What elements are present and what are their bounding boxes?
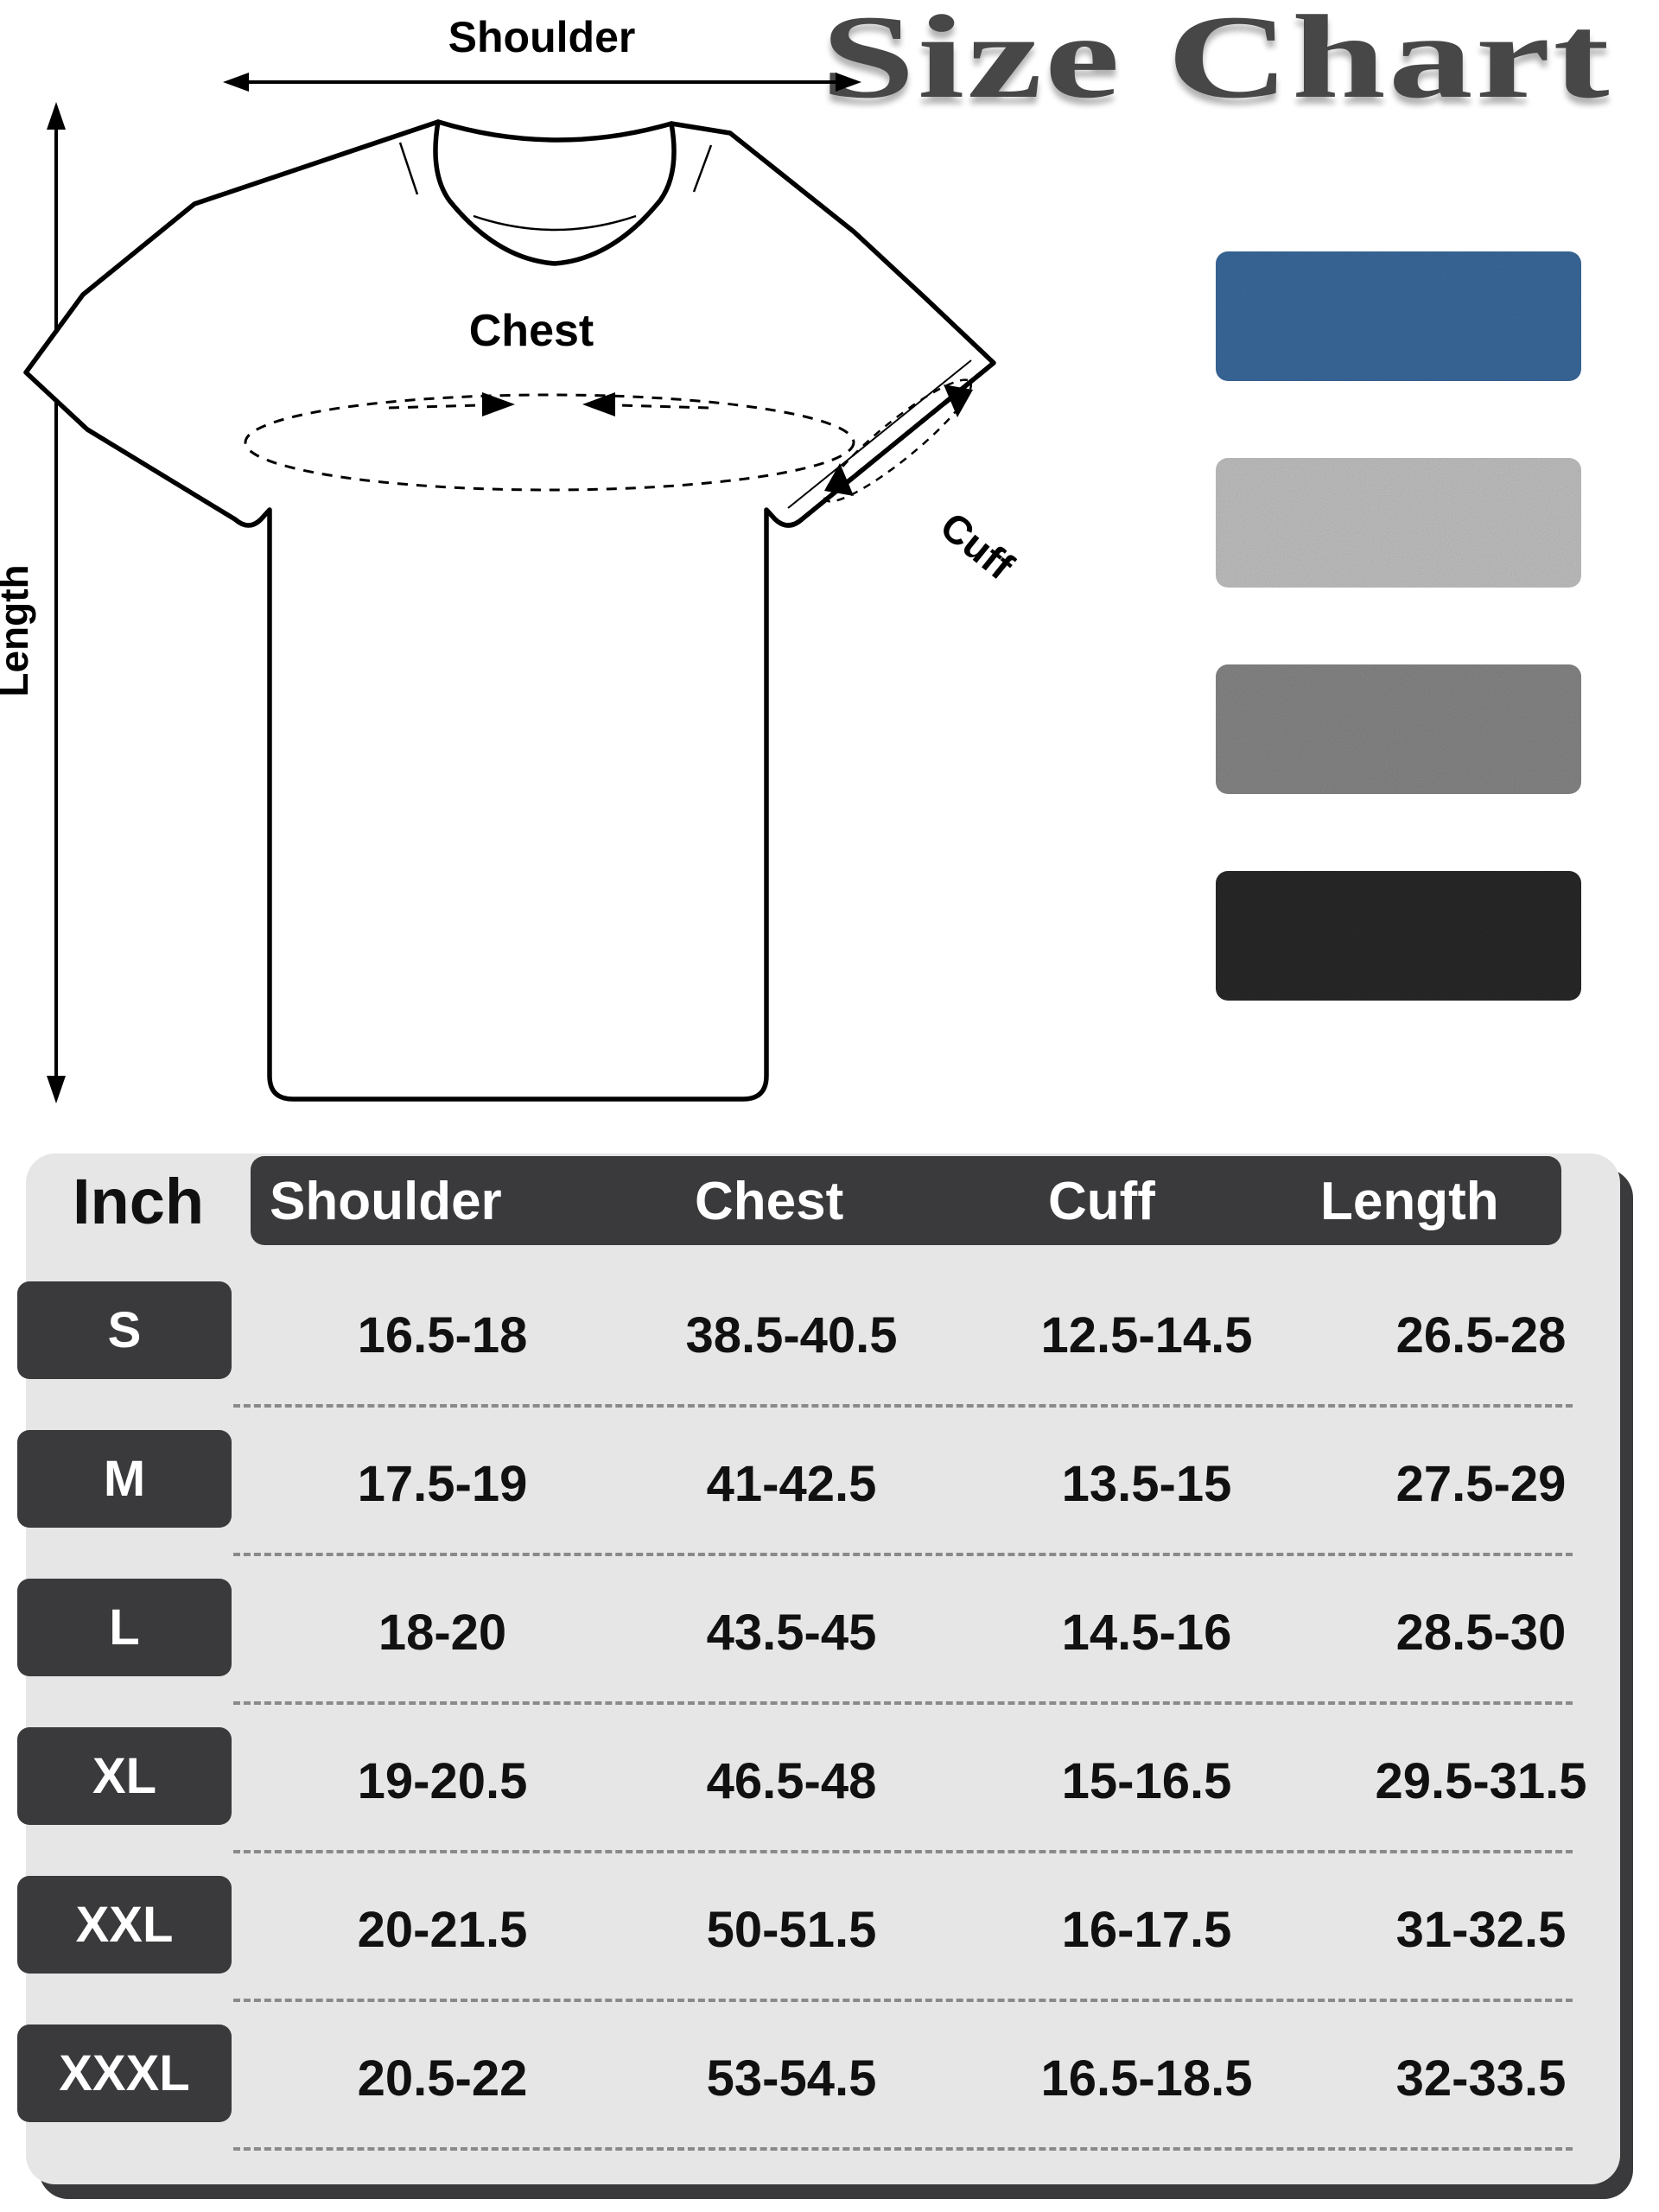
svg-text:Chest: Chest	[469, 306, 594, 356]
svg-text:Length: Length	[0, 564, 36, 696]
svg-text:Shoulder: Shoulder	[448, 13, 636, 61]
svg-text:Cuff: Cuff	[932, 503, 1023, 588]
